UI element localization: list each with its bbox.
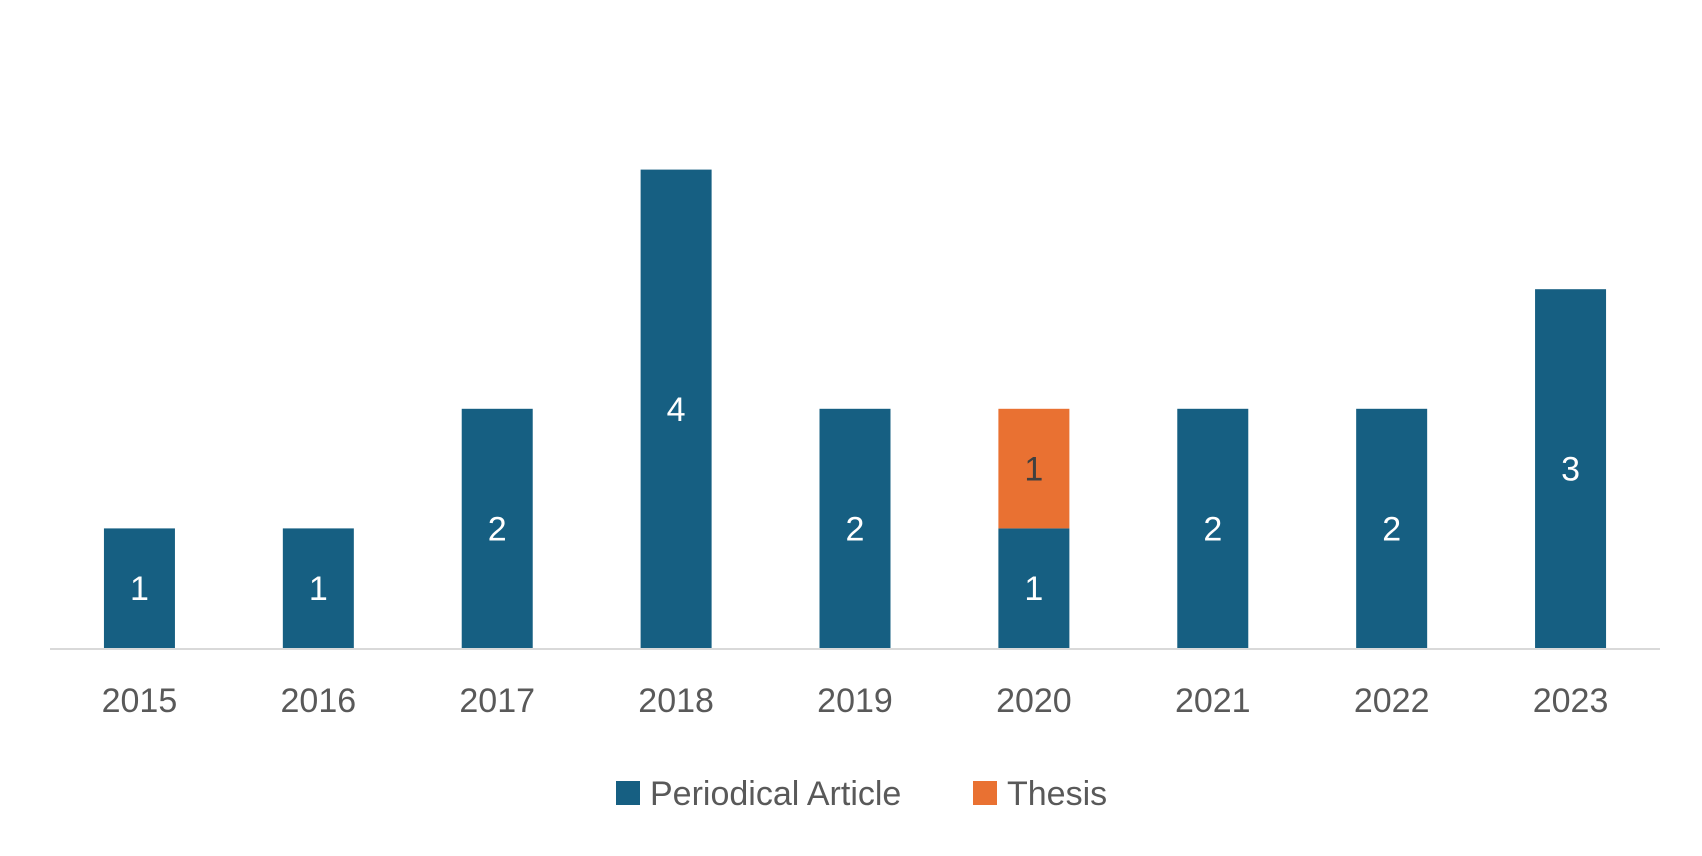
bar-2015-series-0 [103, 528, 175, 648]
bar-2016-series-0 [282, 528, 354, 648]
data-labels-layer: 1 1 2 4 2 1 1 2 2 3 [130, 391, 1580, 608]
legend-label-series-0: Periodical Article [650, 775, 901, 813]
bar-2019-series-0 [819, 408, 891, 648]
bar-2021-series-0 [1177, 408, 1249, 648]
bar-2023-series-0 [1535, 289, 1607, 648]
x-tick-label-2020: 2020 [996, 682, 1072, 720]
legend-label-series-1: Thesis [1007, 775, 1107, 813]
legend-swatch-series-0 [616, 781, 640, 805]
x-tick-label-2021: 2021 [1175, 682, 1251, 720]
data-label-2018-series-0: 4 [667, 391, 686, 429]
bar-2020-series-0 [998, 528, 1070, 648]
data-label-2021-series-0: 2 [1203, 510, 1222, 548]
data-label-2022-series-0: 2 [1382, 510, 1401, 548]
x-tick-label-2022: 2022 [1354, 682, 1430, 720]
bar-2017-series-0 [461, 408, 533, 648]
x-tick-label-2016: 2016 [281, 682, 357, 720]
data-label-2020-series-0: 1 [1024, 570, 1043, 608]
data-label-2020-series-1: 1 [1024, 451, 1043, 489]
x-tick-label-2017: 2017 [459, 682, 535, 720]
bar-2018-series-0 [640, 169, 712, 648]
data-label-2023-series-0: 3 [1561, 451, 1580, 489]
bar-2022-series-0 [1356, 408, 1428, 648]
legend: Periodical Article Thesis [616, 775, 1107, 813]
data-label-2015-series-0: 1 [130, 570, 149, 608]
legend-swatch-series-1 [973, 781, 997, 805]
x-tick-label-2015: 2015 [102, 682, 178, 720]
x-axis-tick-labels: 2015 2016 2017 2018 2019 2020 2021 2022 2023 [102, 682, 1609, 720]
bars-layer [103, 169, 1607, 648]
data-label-2017-series-0: 2 [488, 510, 507, 548]
x-tick-label-2019: 2019 [817, 682, 893, 720]
data-label-2019-series-0: 2 [846, 510, 865, 548]
bar-2020-series-1 [998, 408, 1070, 529]
x-tick-label-2018: 2018 [638, 682, 714, 720]
data-label-2016-series-0: 1 [309, 570, 328, 608]
x-tick-label-2023: 2023 [1533, 682, 1609, 720]
